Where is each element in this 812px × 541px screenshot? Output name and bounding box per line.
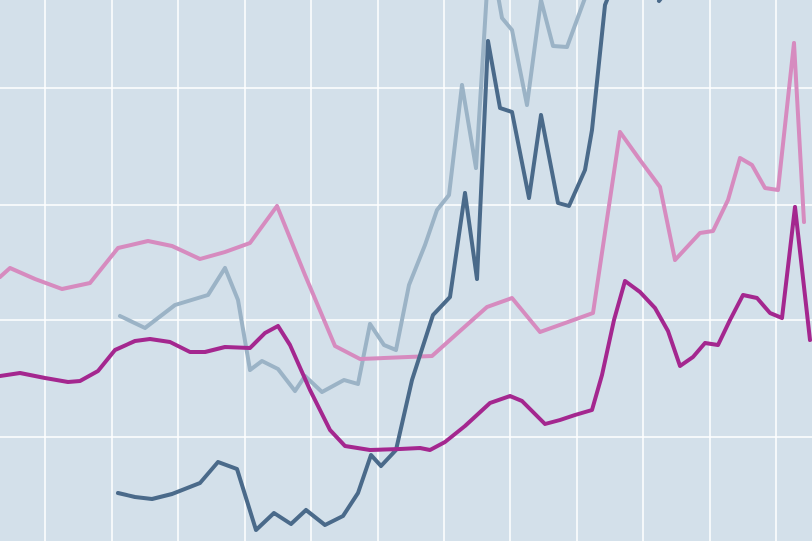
line-series — [0, 41, 806, 361]
line-series — [0, 205, 812, 452]
line-series — [118, 0, 587, 394]
